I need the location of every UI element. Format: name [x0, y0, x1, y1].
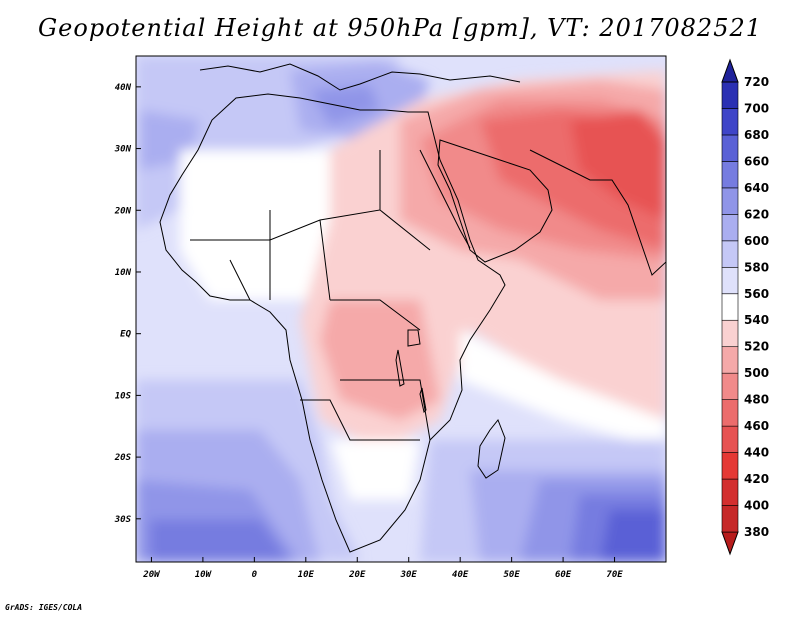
- lon-tick-label: 10W: [195, 570, 213, 580]
- colorbar-label: 620: [744, 207, 769, 221]
- colorbar-segment: [721, 240, 739, 268]
- colorbar-label: 640: [744, 181, 769, 195]
- colorbar-segment: [721, 293, 739, 321]
- lon-tick-label: 40E: [452, 570, 469, 580]
- plot-frame: [135, 55, 667, 563]
- lake-tanganyika: [395, 349, 405, 387]
- europe-coast: [199, 63, 521, 91]
- colorbar-label: 400: [744, 499, 769, 513]
- lat-tick-label: 10S: [115, 391, 132, 401]
- axis-ticks: 20W 10W 0 10E 20E 30E 40E 50E 60E 70E 40N 30N 20N 10N…: [114, 83, 624, 580]
- lon-tick-label: 60E: [555, 570, 572, 580]
- lon-tick-label: 20E: [348, 570, 366, 580]
- madagascar: [477, 419, 506, 479]
- colorbar-segment: [721, 478, 739, 506]
- colorbar-label: 660: [744, 154, 769, 168]
- colorbar-segment: [721, 187, 739, 215]
- colorbar-segment: [721, 214, 739, 242]
- red-sea: [419, 149, 471, 249]
- arabia: [437, 139, 553, 263]
- colorbar-label: 420: [744, 472, 769, 486]
- lake-malawi: [419, 387, 427, 413]
- asia-coast: [529, 149, 666, 276]
- lon-tick-label: 10E: [298, 570, 315, 580]
- colorbar-max-arrow: [721, 58, 739, 83]
- lat-tick-label: 30N: [114, 145, 132, 155]
- lon-tick-label: 70E: [606, 570, 623, 580]
- colorbar-label: 440: [744, 446, 769, 460]
- lat-tick-label: EQ: [120, 330, 131, 340]
- colorbar-segment: [721, 81, 739, 109]
- colorbar-segment: [721, 505, 739, 533]
- colorbar-segment: [721, 425, 739, 453]
- colorbar-label: 680: [744, 128, 769, 142]
- colorbar-segment: [721, 452, 739, 480]
- lon-tick-label: 50E: [503, 570, 520, 580]
- colorbar-label: 380: [744, 525, 769, 539]
- colorbar-segment: [721, 399, 739, 427]
- grads-credit: GrADS: IGES/COLA: [5, 603, 83, 612]
- map-title: Geopotential Height at 950hPa [gpm], VT:…: [38, 14, 762, 42]
- borders: [190, 150, 431, 441]
- lon-tick-label: 20W: [142, 570, 161, 580]
- colorbar-label: 560: [744, 287, 769, 301]
- lake-victoria: [407, 329, 421, 347]
- colorbar-segment: [721, 134, 739, 162]
- lon-tick-label: 0: [252, 570, 258, 580]
- colorbar: 380 400 420 440 460 480 500 520 540 560 580 600 620 6…: [721, 58, 769, 556]
- geopotential-field: [136, 56, 666, 562]
- colorbar-label: 500: [744, 366, 769, 380]
- lat-tick-label: 40N: [115, 83, 132, 93]
- colorbar-label: 540: [744, 313, 769, 327]
- colorbar-label: 580: [744, 260, 769, 274]
- lat-tick-label: 20S: [114, 453, 132, 463]
- colorbar-label: 460: [744, 419, 769, 433]
- coastlines: [159, 63, 666, 553]
- colorbar-label: 480: [744, 393, 769, 407]
- colorbar-label: 700: [744, 101, 769, 115]
- colorbar-segment: [721, 266, 739, 295]
- lat-tick-label: 10N: [115, 268, 132, 278]
- colorbar-segment: [721, 372, 739, 400]
- colorbar-segment: [721, 319, 739, 348]
- lat-tick-label: 20N: [114, 206, 132, 216]
- colorbar-label: 720: [744, 75, 769, 89]
- colorbar-label: 520: [744, 340, 769, 354]
- colorbar-min-arrow: [721, 531, 739, 556]
- lat-tick-label: 30S: [114, 515, 132, 525]
- colorbar-label: 600: [744, 234, 769, 248]
- colorbar-segment: [721, 161, 739, 189]
- lon-tick-label: 30E: [400, 570, 418, 580]
- colorbar-segment: [721, 346, 739, 374]
- colorbar-segment: [721, 108, 739, 136]
